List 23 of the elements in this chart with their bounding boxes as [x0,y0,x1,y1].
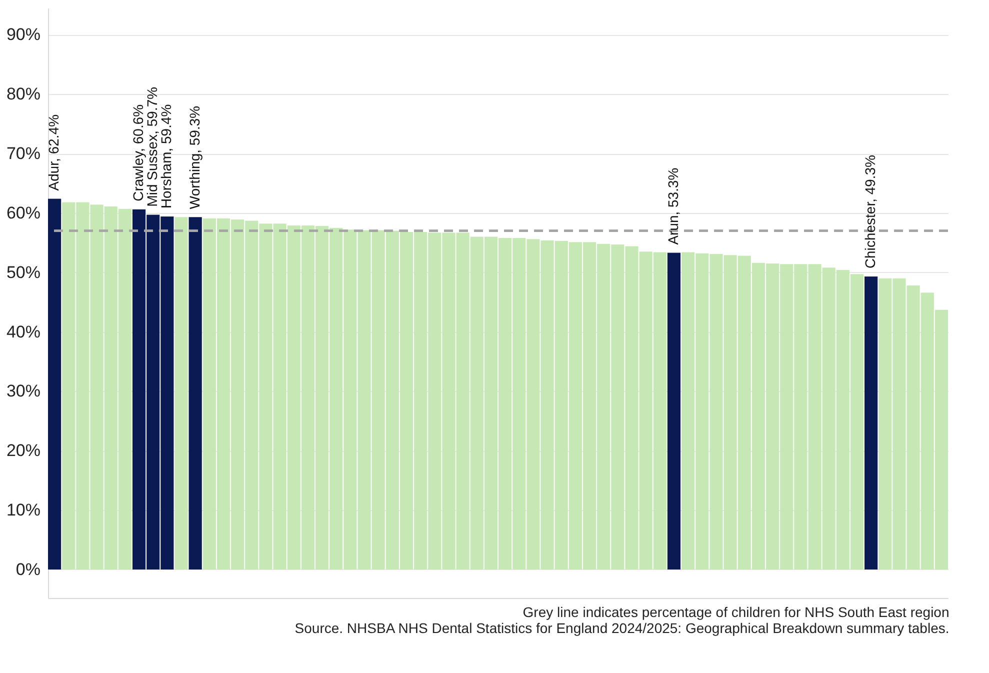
y-tick-label: 60% [6,203,40,222]
bar [48,198,62,570]
bar [174,217,188,570]
data-label: Worthing, 59.3% [186,106,202,210]
data-label: Crawley, 60.6% [130,104,146,202]
text: Grey line indicates percentage of children for NHS South East region [522,604,950,620]
data-label: Adur, 62.4% [46,114,62,191]
bar [188,217,202,570]
y-tick-label: 20% [6,441,40,460]
data-label: Arun, 53.3% [664,168,681,245]
y-tick-label: 30% [6,382,40,401]
y-tick-label: 50% [6,262,40,282]
data-label: Chichester, 49.3% [862,154,878,269]
y-tick-label: 40% [6,322,40,342]
y-tick-label: 90% [6,25,40,44]
bar [667,252,681,570]
y-tick-label: 10% [6,500,40,520]
y-tick-label: 80% [6,84,40,104]
data-label: Horsham, 59.4% [158,104,174,209]
source-note: Source. NHSBA NHS Dental Statistics for England 2024/2025: Geographical Breakdown summary tables. [294,620,950,636]
y-tick-label: 0% [16,560,40,579]
bar [864,276,878,570]
y-tick-label: 70% [6,144,40,164]
